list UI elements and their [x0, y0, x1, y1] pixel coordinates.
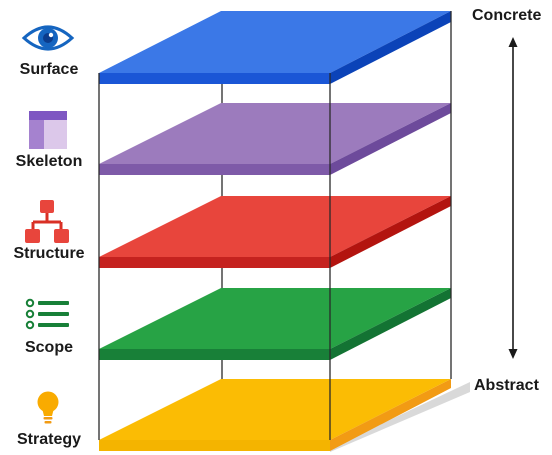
plane-structure-top [99, 196, 451, 257]
layer-label-structure: Structure [13, 245, 85, 262]
plane-structure-front [99, 257, 330, 268]
axis-label-abstract: Abstract [474, 377, 539, 394]
plane-structure [99, 196, 451, 268]
layer-label-strategy: Strategy [16, 431, 82, 448]
axis-label-concrete: Concrete [472, 7, 542, 24]
plane-strategy-side [330, 379, 451, 451]
plane-surface-front [99, 73, 330, 84]
plane-scope-side [330, 288, 451, 360]
plane-surface-top [99, 11, 451, 73]
plane-surface-side [330, 11, 451, 84]
plane-strategy-shadow [330, 382, 470, 452]
plane-skeleton-front [99, 164, 330, 175]
concrete-abstract-arrow [508, 37, 518, 359]
plane-strategy [99, 379, 470, 452]
plane-structure-side [330, 196, 451, 268]
plane-surface [99, 11, 451, 84]
layer-label-scope: Scope [24, 339, 73, 356]
plane-skeleton-top [99, 103, 451, 164]
arrow-head-down [508, 349, 518, 359]
plane-scope-top [99, 288, 451, 349]
wireframe-icon [29, 111, 67, 149]
layer-label-skeleton: Skeleton [15, 153, 83, 170]
plane-scope-front [99, 349, 330, 360]
eye-icon [21, 25, 75, 51]
lightbulb-icon [37, 391, 59, 424]
plane-scope [99, 288, 451, 360]
layer-label-surface: Surface [19, 61, 79, 78]
plane-skeleton [99, 103, 451, 175]
plane-strategy-top [99, 379, 451, 440]
sitemap-icon [25, 200, 69, 243]
arrow-head-up [508, 37, 518, 47]
checklist-icon [25, 298, 69, 330]
plane-strategy-front [99, 440, 330, 451]
plane-skeleton-side [330, 103, 451, 175]
